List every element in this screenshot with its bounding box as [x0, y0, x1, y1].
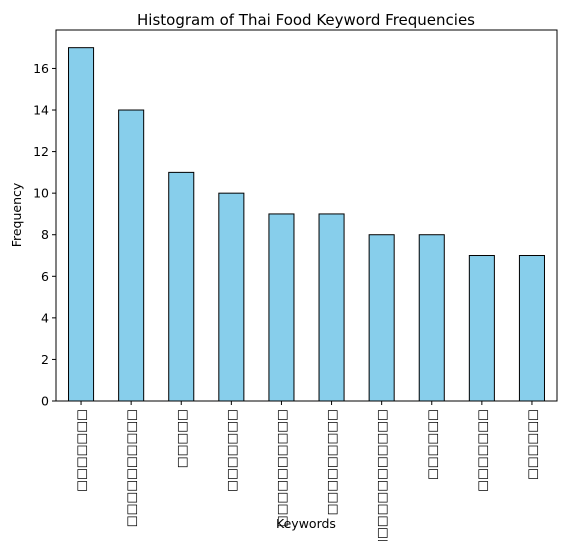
x-tick-label-8: □□□□□□	[424, 409, 439, 480]
x-axis: □□□□□□□ □□□□□□□□□□ □□□□□ □□□□□□□ □□□□□□□□□□ □…	[74, 401, 539, 541]
x-tick-label-9: □□□□□□□	[474, 409, 489, 492]
bar-1	[68, 47, 95, 402]
bar-9	[468, 255, 495, 402]
x-tick-label-3: □□□□□	[174, 409, 189, 468]
y-axis: 0 2 4 6 8 10 12 14 16	[33, 61, 56, 409]
y-tick-label-6: 6	[41, 269, 49, 284]
x-tick-label-10: □□□□□□	[524, 409, 539, 480]
x-tick-label-5: □□□□□□□□□□	[274, 409, 289, 527]
y-tick-label-0: 0	[41, 394, 49, 409]
y-tick-label-4: 4	[41, 310, 49, 325]
x-tick-label-1: □□□□□□□	[74, 409, 89, 492]
y-tick-label-12: 12	[33, 144, 49, 159]
y-tick-label-10: 10	[33, 186, 49, 201]
bar-5	[268, 213, 295, 402]
x-axis-label: Keywords	[276, 516, 336, 531]
bar-8	[418, 234, 445, 402]
y-axis-label: Frequency	[9, 182, 24, 247]
bar-10	[518, 255, 545, 402]
bar-2	[118, 109, 145, 402]
bar-6	[318, 213, 345, 402]
y-tick-label-16: 16	[33, 61, 49, 76]
bar-7	[368, 234, 395, 402]
chart-title: Histogram of Thai Food Keyword Frequenci…	[137, 11, 475, 29]
bar-4	[218, 192, 245, 402]
x-tick-label-4: □□□□□□□	[224, 409, 239, 492]
x-tick-label-6: □□□□□□□□□	[324, 409, 339, 515]
x-tick-label-2: □□□□□□□□□□	[124, 409, 139, 527]
x-tick-label-7: □□□□□□□□□□□□	[374, 409, 389, 541]
y-tick-label-14: 14	[33, 103, 49, 118]
plot-frame	[55, 29, 558, 402]
y-tick-label-2: 2	[41, 352, 49, 367]
bar-3	[168, 171, 195, 402]
bars-group	[68, 47, 545, 402]
y-tick-label-8: 8	[41, 227, 49, 242]
